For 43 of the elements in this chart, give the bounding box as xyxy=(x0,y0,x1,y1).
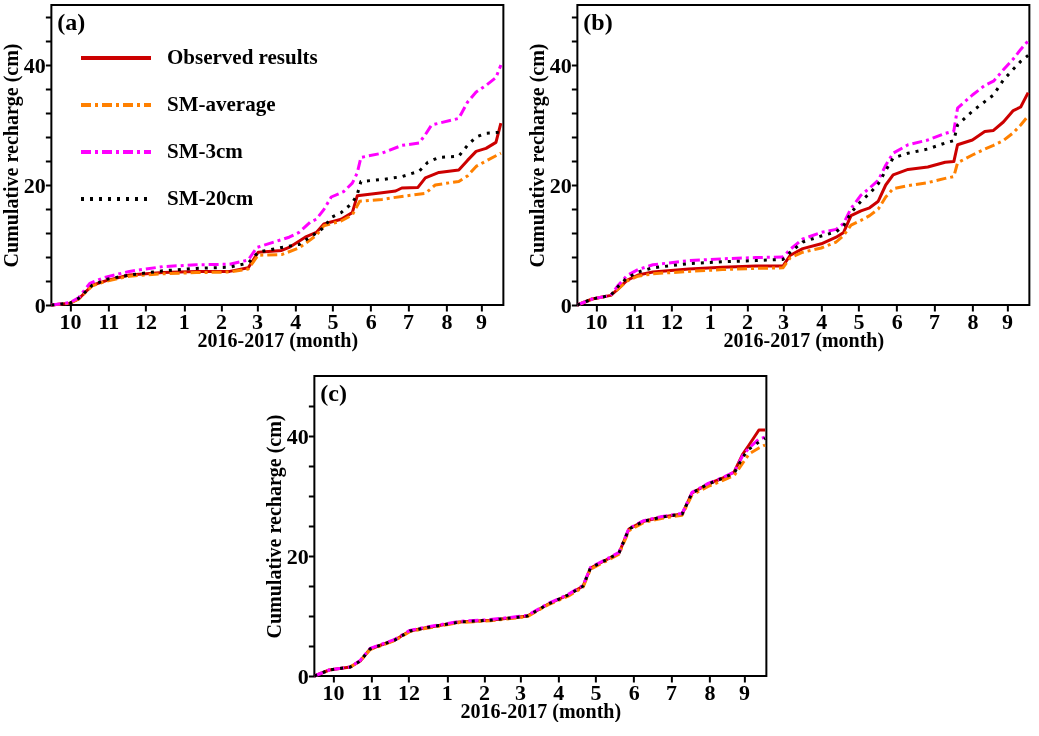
x-tick-label: 8 xyxy=(704,679,716,705)
x-tick-label: 8 xyxy=(441,308,453,334)
chart-title: (c) xyxy=(320,380,348,406)
x-tick-label: 7 xyxy=(403,308,415,334)
x-tick-label: 12 xyxy=(660,308,683,334)
x-tick-label: 1 xyxy=(441,679,453,705)
chart-title: (a) xyxy=(57,9,86,35)
x-tick-label: 9 xyxy=(739,679,751,705)
y-tick-label: 40 xyxy=(549,52,572,78)
y-axis-title: Cumulative recharge (cm) xyxy=(525,43,549,268)
y-tick-label: 40 xyxy=(23,52,46,78)
y-tick-label: 20 xyxy=(549,172,572,198)
x-tick-label: 1 xyxy=(178,308,190,334)
y-tick-label: 0 xyxy=(34,292,46,318)
x-tick-label: 7 xyxy=(929,308,941,334)
chart-title: (b) xyxy=(583,9,613,35)
x-tick-label: 11 xyxy=(361,679,383,705)
x-tick-label: 11 xyxy=(98,308,120,334)
x-tick-label: 6 xyxy=(891,308,903,334)
y-axis-title: Cumulative recharge (cm) xyxy=(262,414,286,639)
legend-label: Observed results xyxy=(167,45,318,69)
x-tick-label: 9 xyxy=(476,308,488,334)
x-tick-label: 6 xyxy=(365,308,377,334)
x-tick-label: 9 xyxy=(1002,308,1014,334)
y-tick-label: 0 xyxy=(560,292,572,318)
x-tick-label: 6 xyxy=(628,679,640,705)
x-tick-label: 12 xyxy=(397,679,420,705)
x-tick-label: 7 xyxy=(666,679,678,705)
x-tick-label: 11 xyxy=(624,308,646,334)
legend-label: SM-3cm xyxy=(167,139,244,163)
legend-label: SM-20cm xyxy=(167,186,254,210)
x-tick-label: 10 xyxy=(322,679,345,705)
y-tick-label: 0 xyxy=(297,663,309,689)
y-tick-label: 40 xyxy=(286,423,309,449)
x-tick-label: 1 xyxy=(704,308,716,334)
legend-label: SM-average xyxy=(167,92,276,116)
y-tick-label: 20 xyxy=(23,172,46,198)
x-tick-label: 10 xyxy=(585,308,608,334)
x-tick-label: 10 xyxy=(59,308,82,334)
y-axis-title: Cumulative recharge (cm) xyxy=(0,43,23,268)
y-tick-label: 20 xyxy=(286,543,309,569)
x-tick-label: 8 xyxy=(967,308,979,334)
x-tick-label: 12 xyxy=(134,308,157,334)
